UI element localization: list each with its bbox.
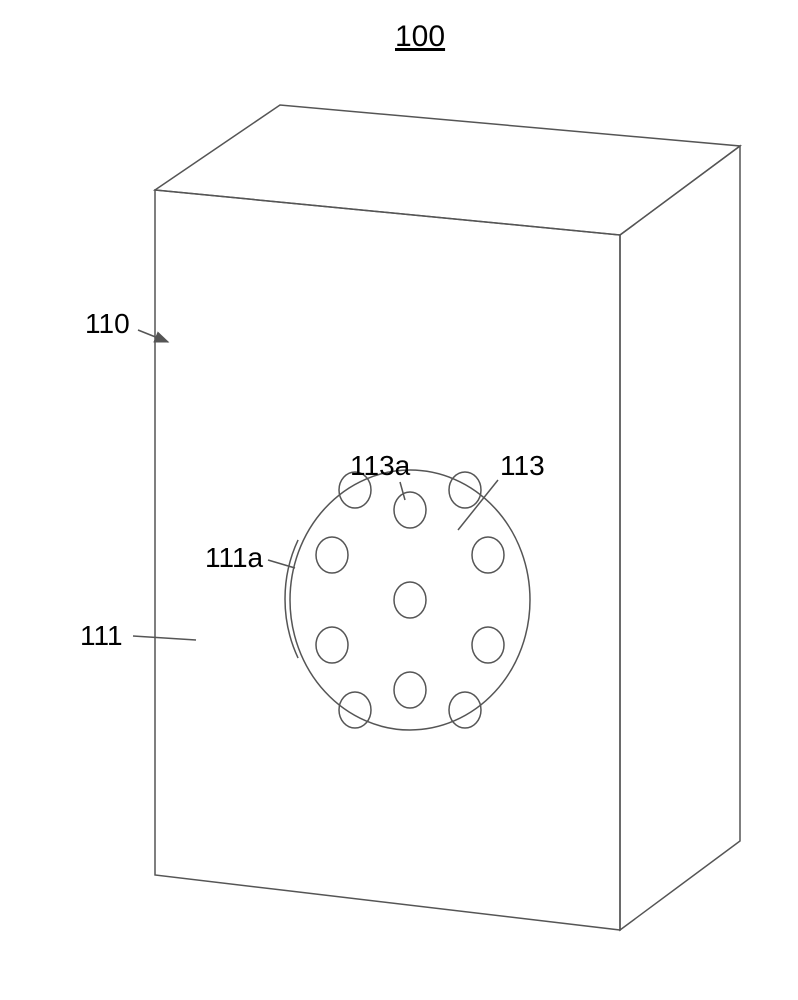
label-front-face: 111: [80, 620, 123, 652]
disc-holes: [316, 472, 504, 728]
figure-title: 100: [395, 20, 445, 54]
diagram-svg: [0, 0, 798, 1000]
front-disc: [285, 470, 530, 730]
diagram-container: 100 110 111 111a 113 113a: [0, 0, 798, 1000]
label-disc: 113: [500, 450, 545, 482]
label-body: 110: [85, 308, 130, 340]
isometric-box: [155, 105, 740, 930]
leader-lines: [133, 330, 498, 640]
label-hole: 113a: [350, 450, 410, 482]
label-opening-rim: 111a: [205, 542, 263, 574]
